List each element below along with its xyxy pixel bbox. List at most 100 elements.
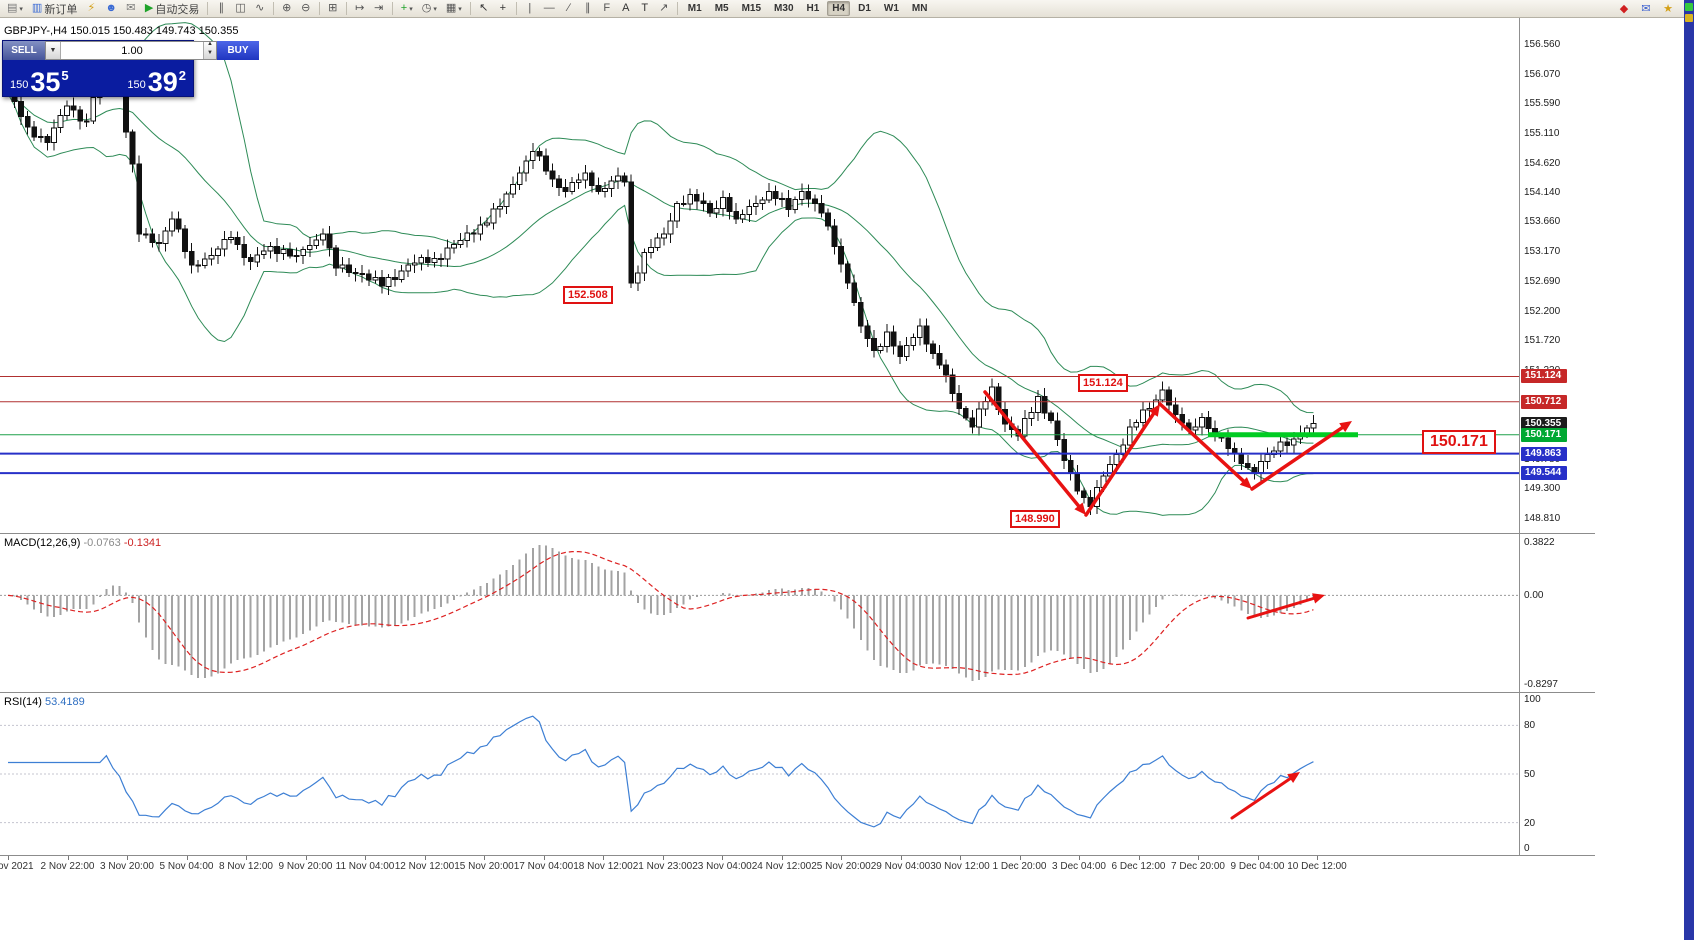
- rsi-axis-label: 0: [1524, 843, 1530, 854]
- new-order-button[interactable]: ▥ 新订单: [28, 1, 81, 17]
- bollinger-bands: [7, 22, 1314, 516]
- bollinger-middle: [7, 93, 1314, 450]
- arrows-tool-icon[interactable]: ↗: [655, 1, 673, 17]
- panel-splitter[interactable]: [0, 692, 1595, 693]
- timeframe-w1[interactable]: W1: [879, 1, 904, 16]
- periods-icon: ◷: [421, 2, 432, 14]
- bar-chart-icon[interactable]: ∥: [212, 1, 230, 17]
- zoom-out-icon: ⊖: [301, 2, 311, 14]
- trend-arrow[interactable]: [1158, 402, 1249, 486]
- timeframe-m5[interactable]: M5: [710, 1, 734, 16]
- price-annotation[interactable]: 151.124: [1078, 374, 1128, 392]
- chart-shift-icon[interactable]: ⇥: [370, 1, 388, 17]
- price-chart-plot[interactable]: [0, 18, 1519, 533]
- right-scroll-strip[interactable]: [1684, 0, 1694, 940]
- main-chart-panel[interactable]: GBPJPY-,H4 150.015 150.483 149.743 150.3…: [0, 18, 1519, 533]
- favorites-icon[interactable]: ★: [1659, 1, 1677, 17]
- channel-icon: ∥: [585, 2, 591, 14]
- volume-dropdown-icon[interactable]: ▼: [46, 42, 61, 59]
- templates-icon[interactable]: ▦ ▾: [442, 1, 466, 17]
- line-chart-icon[interactable]: ∿: [251, 1, 269, 17]
- dropdown-caret-icon: ▾: [409, 5, 413, 13]
- price-alert-icon[interactable]: ◆: [1615, 1, 1633, 17]
- price-annotation[interactable]: 150.171: [1422, 430, 1496, 454]
- price-annotation[interactable]: 152.508: [563, 286, 613, 304]
- rsi-panel[interactable]: RSI(14) 53.4189: [0, 693, 1519, 855]
- date-label: 24 Nov 12:00: [751, 861, 812, 872]
- trendline-icon[interactable]: ∕: [560, 1, 578, 17]
- timeframe-h1[interactable]: H1: [802, 1, 825, 16]
- auto-scroll-icon[interactable]: ↦: [351, 1, 369, 17]
- timeframe-m1[interactable]: M1: [683, 1, 707, 16]
- rsi-plot: [0, 715, 1519, 828]
- vertical-line-icon[interactable]: |: [521, 1, 539, 17]
- date-label: 3 Nov 20:00: [100, 861, 154, 872]
- date-tick: [662, 856, 664, 860]
- price-annotation[interactable]: 148.990: [1010, 510, 1060, 528]
- date-tick: [841, 856, 842, 860]
- volume-stepper[interactable]: ▲ ▼: [203, 41, 216, 59]
- price-tick: 154.620: [1524, 157, 1561, 169]
- mailbox-icon[interactable]: ✉: [1637, 1, 1655, 17]
- stepper-up-icon[interactable]: ▲: [207, 41, 213, 47]
- timeframe-mn[interactable]: MN: [907, 1, 933, 16]
- date-label: 18 Nov 12:00: [573, 861, 633, 872]
- candlestick-chart-icon[interactable]: ◫: [231, 1, 249, 17]
- date-label: 25 Nov 20:00: [811, 861, 871, 872]
- candlestick-chart-icon: ◫: [235, 2, 246, 14]
- trend-arrow[interactable]: [1246, 595, 1320, 620]
- date-label: 15 Nov 20:00: [454, 861, 514, 872]
- date-tick: [722, 856, 723, 860]
- date-tick: [305, 856, 307, 860]
- macd-axis-label: -0.8297: [1524, 679, 1558, 690]
- timeframe-h4[interactable]: H4: [827, 1, 851, 16]
- zoom-in-icon[interactable]: ⊕: [278, 1, 296, 17]
- channel-icon[interactable]: ∥: [579, 1, 597, 17]
- timeframe-d1[interactable]: D1: [853, 1, 876, 16]
- crosshair-icon[interactable]: +: [494, 1, 512, 17]
- toolbar: ▤ ▾ ▥ 新订单 ⚡ ☻ ✉ ▶ 自动交易 ∥ ◫ ∿ ⊕ ⊖ ⊞ ↦ ⇥ + ▾ ◷ ▾ ▦ ▾ ↖ + | — ∕ ∥ F A T ↗ M1…: [0, 0, 1694, 18]
- auto-scroll-icon: ↦: [355, 2, 365, 14]
- fibonacci-icon[interactable]: F: [598, 1, 616, 17]
- panel-splitter[interactable]: [0, 533, 1595, 534]
- buy-pipette: 2: [178, 68, 186, 83]
- price-axis[interactable]: 156.560 156.070 155.590 155.110 154.620 154.1…: [1519, 18, 1595, 533]
- buy-button[interactable]: BUY: [217, 41, 259, 60]
- trend-arrow[interactable]: [1250, 423, 1348, 491]
- autotrading-button: ▶: [144, 2, 154, 14]
- tile-windows-icon[interactable]: ⊞: [324, 1, 342, 17]
- panel-splitter[interactable]: [0, 855, 1595, 856]
- date-label: 5 Nov 04:00: [159, 861, 214, 872]
- trend-arrow[interactable]: [1084, 408, 1158, 517]
- macd-histogram: [13, 544, 1315, 682]
- autotrading-button[interactable]: ▶ 自动交易: [141, 1, 203, 17]
- profile-icon[interactable]: ☻: [101, 1, 121, 17]
- label-icon[interactable]: T: [636, 1, 654, 17]
- quick-trade-icon[interactable]: ⚡: [82, 1, 100, 17]
- text-icon[interactable]: A: [617, 1, 635, 17]
- price-tick: 155.590: [1524, 98, 1561, 110]
- indicators-icon[interactable]: + ▾: [397, 1, 417, 17]
- stepper-down-icon[interactable]: ▼: [207, 49, 213, 56]
- trend-arrow[interactable]: [1230, 774, 1296, 820]
- chat-icon[interactable]: ✉: [122, 1, 140, 17]
- sell-button[interactable]: SELL: [3, 41, 45, 60]
- macd-panel[interactable]: MACD(12,26,9) -0.0763 -0.1341: [0, 534, 1519, 692]
- date-tick: [8, 856, 9, 860]
- volume-input[interactable]: [61, 42, 203, 59]
- timeframe-m15[interactable]: M15: [737, 1, 766, 16]
- horizontal-lines[interactable]: [0, 376, 1519, 475]
- crosshair-icon: +: [499, 2, 506, 14]
- periods-icon[interactable]: ◷ ▾: [418, 1, 441, 17]
- macd-plot: [0, 544, 1519, 682]
- trend-arrow[interactable]: [983, 390, 1084, 512]
- cursor-icon[interactable]: ↖: [475, 1, 493, 17]
- toolbar-separator: [318, 2, 320, 15]
- sell-pipette: 5: [61, 68, 69, 83]
- horizontal-line-icon[interactable]: —: [540, 1, 559, 17]
- new-chart-button[interactable]: ▤ ▾: [3, 1, 27, 17]
- date-axis[interactable]: 1 Nov 2021 2 Nov 22:00 3 Nov 20:00 5 Nov 04…: [0, 856, 1519, 876]
- rsi-axis-label: 20: [1524, 817, 1536, 829]
- timeframe-m30[interactable]: M30: [769, 1, 798, 16]
- zoom-out-icon[interactable]: ⊖: [297, 1, 315, 17]
